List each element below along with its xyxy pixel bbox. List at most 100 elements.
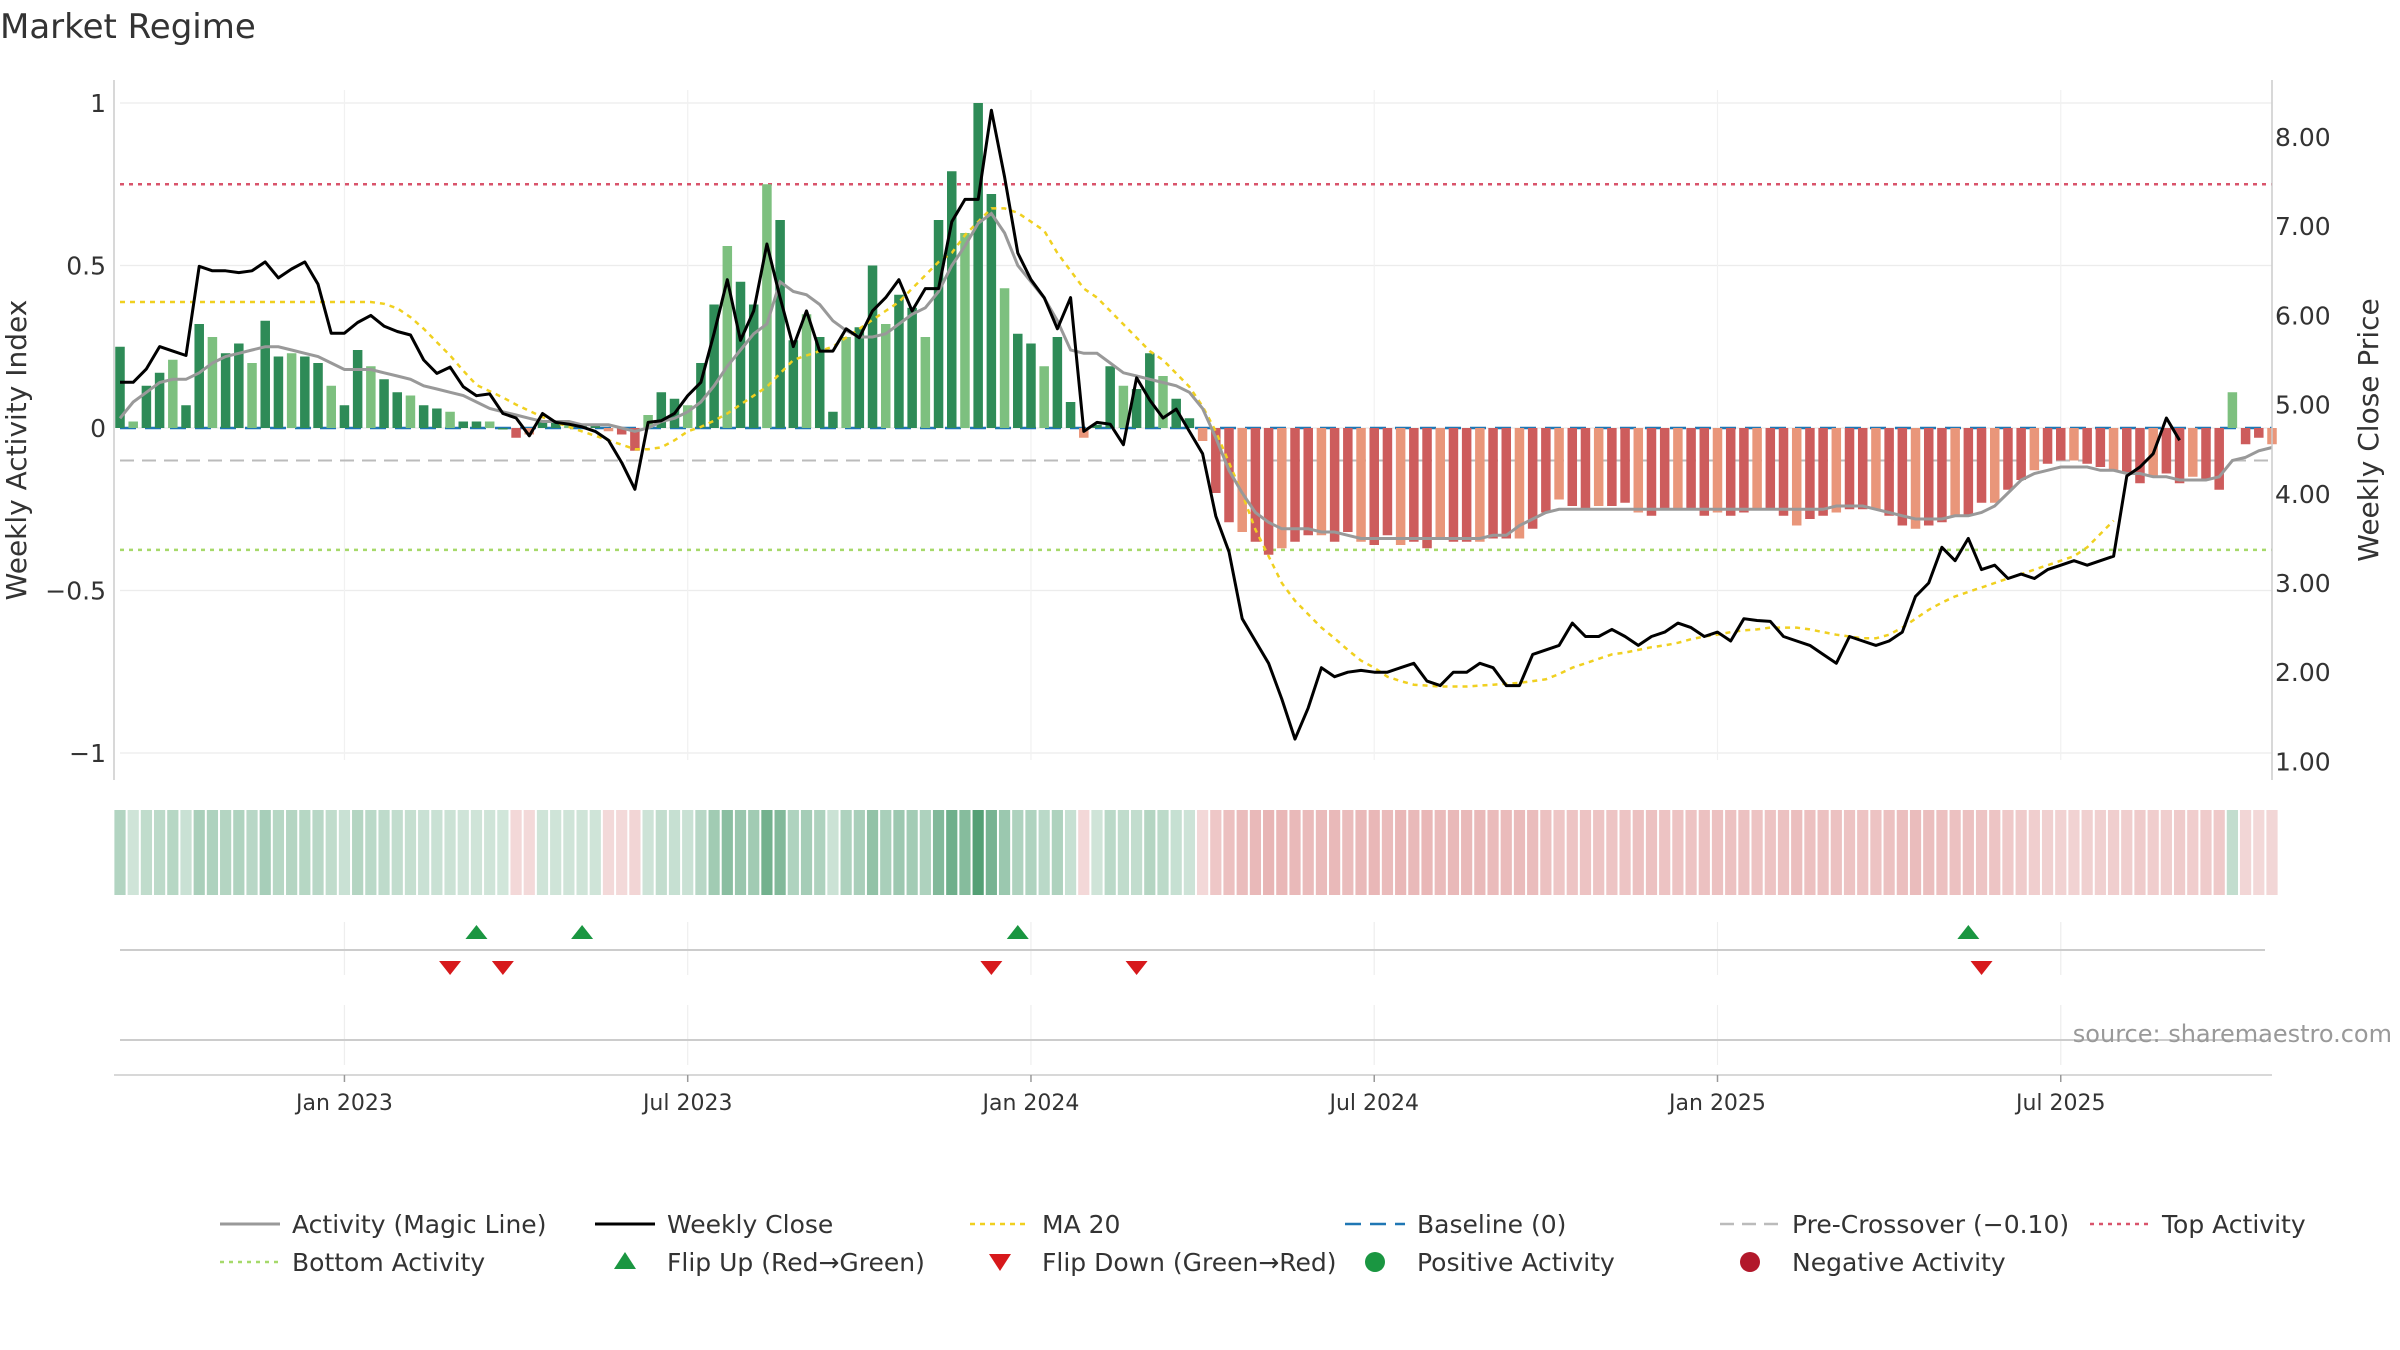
grid-layer [120,90,2272,760]
heatstrip-cell [1711,810,1724,895]
activity-bar [920,337,931,428]
y-left-axis-label: Weekly Activity Index [0,300,33,601]
heatstrip-cell [1421,810,1433,895]
heatstrip-cell [167,810,179,895]
flip-up-marker [465,925,488,939]
activity-bar [326,385,336,428]
heatstrip-cell [1025,810,1037,895]
legend-negative-dot-icon [1740,1252,1760,1272]
heatstrip-cell [748,810,760,895]
heatstrip-cell [589,810,601,895]
activity-bar [1514,428,1525,539]
activity-bar [696,363,706,428]
activity-bar [735,281,746,428]
heatstrip-cell [1342,810,1354,895]
activity-bar [2108,428,2119,471]
heatstrip-cell [1381,810,1394,895]
weekly-close-line [120,108,2181,741]
heatstrip-cell [998,810,1011,895]
heatstrip-cell [1527,810,1539,895]
activity-bar [524,428,535,435]
activity-bar [1026,343,1036,428]
y-left-tick-label: 1 [90,89,106,118]
series-lines [118,108,2273,741]
heatstrip-cell [1368,810,1380,895]
heatstrip-cell [2094,810,2106,895]
activity-bar [2214,428,2224,490]
activity-bar [168,359,178,428]
heatstrip-cell [1896,810,1908,895]
heatstrip-cell [1791,810,1803,895]
heatstrip-cell [1738,810,1750,895]
activity-bar [1316,428,1327,536]
heatstrip-cell [721,810,733,895]
heatstrip-cell [1830,810,1842,895]
heatstrip-cell [1249,810,1262,895]
heatstrip-cell [1566,810,1578,895]
heatstrip-cell [1091,810,1103,895]
activity-bar [1118,385,1129,428]
activity-bar [141,385,152,428]
heatstrip-cell [2266,810,2278,895]
x-axis: Jan 2023 Jul 2023 Jan 2024 Jul 2024 Jan 2025… [114,1074,2272,1116]
activity-bar [1250,428,1261,542]
heatstrip-cell [497,810,509,895]
y-right-tick-label: 5.00 [2275,391,2331,420]
activity-bar [1158,376,1168,428]
activity-bar [1989,428,2000,503]
heatstrip-cell [404,810,417,895]
heatstrip-cell [206,810,219,895]
activity-bar [1277,428,1287,549]
activity-bar [379,379,389,428]
heatstrip-cell [1843,810,1856,895]
activity-bar [1263,428,1274,555]
heatstrip-cell [1329,810,1341,895]
activity-bar [1131,389,1142,428]
activity-bar [1475,428,1485,542]
activity-bar [392,392,403,428]
heatstrip-cell [418,810,430,895]
y-left-tick-label: 0.5 [66,252,106,281]
x-tick-label: Jul 2024 [1327,1091,1419,1116]
activity-bars [115,103,2277,555]
activity-bar [1805,428,1815,519]
activity-bar [1488,428,1498,539]
activity-bar [960,233,970,428]
activity-bar [1197,428,1208,441]
heatstrip-cell [2041,810,2054,895]
heatstrip-cell [827,810,839,895]
activity-bar [1923,428,1934,526]
activity-bar [2095,428,2106,467]
activity-bar [1013,333,1023,428]
activity-bar [880,324,891,428]
activity-bar [1765,428,1776,510]
flip-markers-panel [120,922,2265,1065]
flip-up-marker [1006,925,1029,939]
heatstrip-cell [1078,810,1090,895]
heatstrip-cell [1130,810,1143,895]
activity-bar [1818,428,1828,516]
activity-bar [260,320,270,428]
heatstrip-cell [866,810,879,895]
activity-bar [511,428,521,438]
activity-bar [722,246,733,428]
legend-label: Weekly Close [667,1210,833,1239]
activity-bar [1686,428,1696,510]
heatstrip-cell [1144,810,1156,895]
heatstrip-cell [814,810,826,895]
heatstrip-cell [1989,810,2001,895]
activity-bar [1065,402,1076,428]
heatstrip-cell [1012,810,1024,895]
heatstrip-cell [1804,810,1816,895]
x-tick-label: Jan 2025 [1667,1091,1766,1116]
activity-bar [2135,428,2145,484]
activity-bar [2254,428,2264,438]
heatstrip-cell [972,810,984,895]
heatstrip-cell [470,810,483,895]
heatstrip-cell [2147,810,2159,895]
activity-bar [867,265,878,428]
heatstrip-cell [1632,810,1644,895]
activity-bar [115,346,125,428]
legend-label: Bottom Activity [292,1248,485,1277]
activity-bar [682,405,693,428]
